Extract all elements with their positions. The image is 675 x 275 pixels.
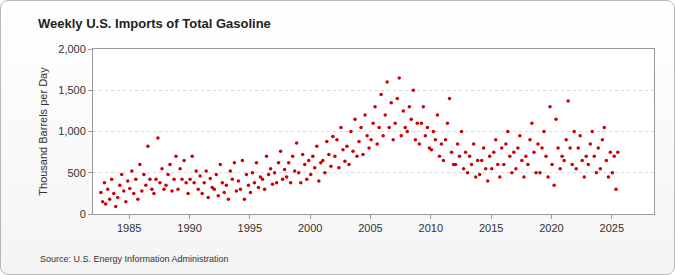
svg-text:1,500: 1,500 — [58, 84, 86, 96]
svg-text:1985: 1985 — [117, 222, 141, 234]
svg-text:Source: U.S. Energy Informatio: Source: U.S. Energy Information Administ… — [40, 254, 229, 264]
svg-text:0: 0 — [80, 208, 86, 220]
svg-text:2005: 2005 — [358, 222, 382, 234]
svg-text:Thousand Barrels per Day: Thousand Barrels per Day — [37, 67, 49, 196]
svg-text:1990: 1990 — [177, 222, 201, 234]
svg-text:500: 500 — [67, 167, 85, 179]
svg-text:1,000: 1,000 — [58, 125, 86, 137]
svg-text:2025: 2025 — [600, 222, 624, 234]
svg-text:2015: 2015 — [479, 222, 503, 234]
svg-text:1995: 1995 — [238, 222, 262, 234]
svg-text:Weekly U.S. Imports of Total G: Weekly U.S. Imports of Total Gasoline — [38, 16, 271, 31]
svg-text:2020: 2020 — [539, 222, 563, 234]
svg-text:2,000: 2,000 — [58, 43, 86, 55]
svg-text:2010: 2010 — [419, 222, 443, 234]
svg-text:2000: 2000 — [298, 222, 322, 234]
